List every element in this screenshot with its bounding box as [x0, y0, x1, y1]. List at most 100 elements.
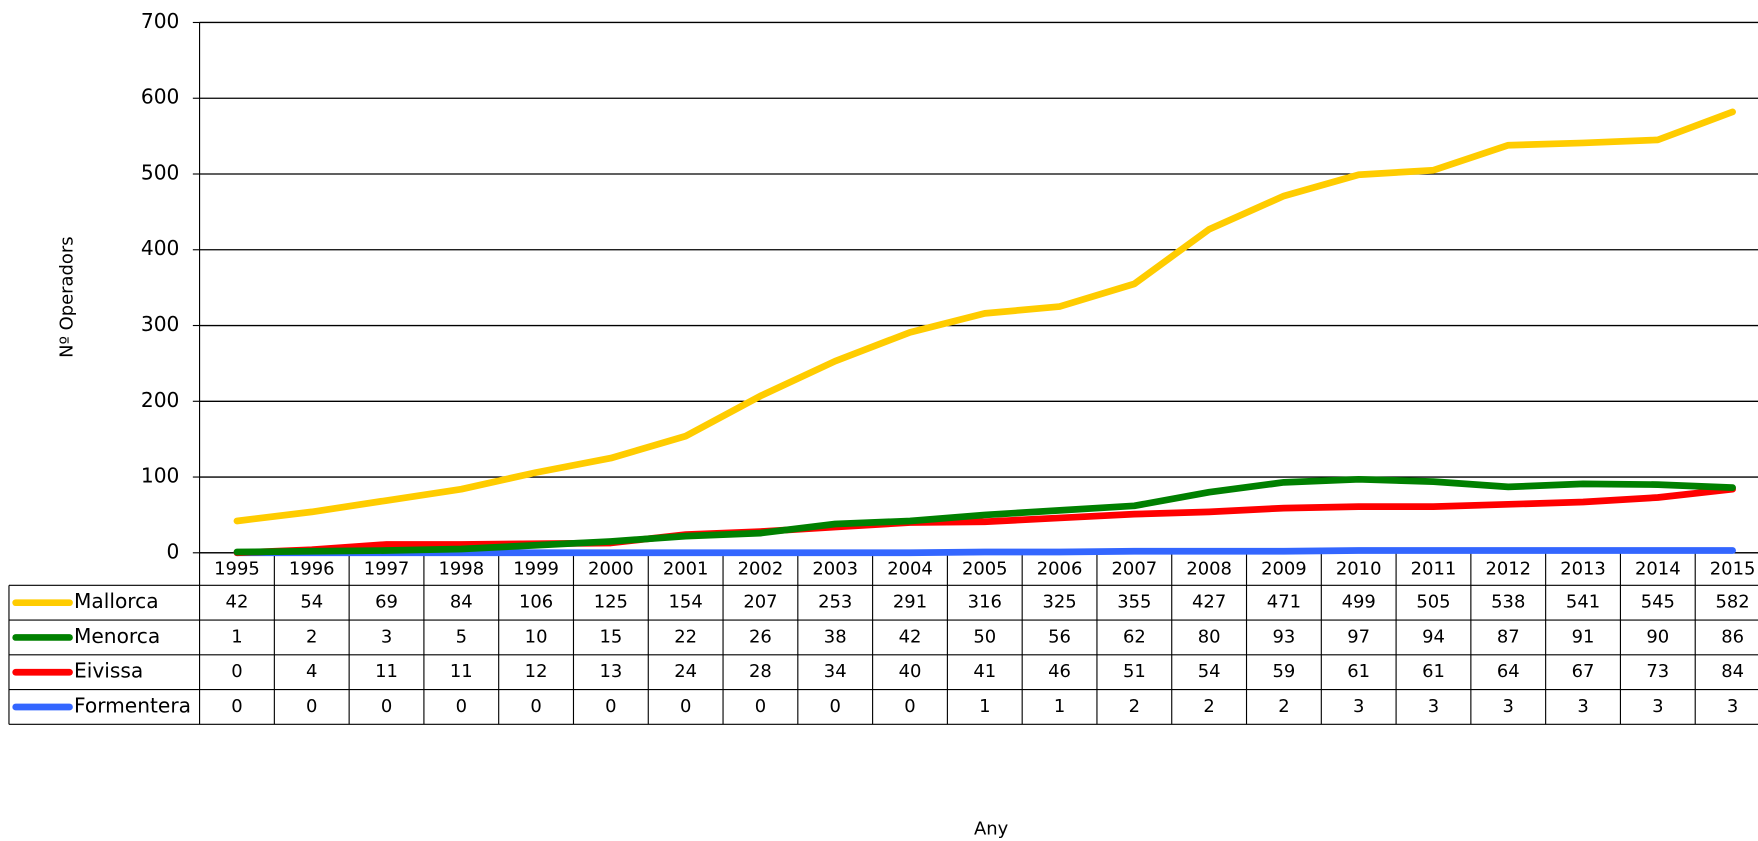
table-cell: 62 — [1123, 626, 1146, 647]
x-tick-label: 2004 — [887, 559, 933, 580]
table-cell: 50 — [973, 626, 996, 647]
table-cell: 4 — [306, 661, 317, 682]
table-cell: 46 — [1048, 661, 1071, 682]
table-cell: 3 — [381, 626, 392, 647]
table-cell: 2 — [1278, 696, 1289, 717]
y-axis-title: Nº Operadors — [56, 236, 77, 357]
x-tick-label: 1998 — [438, 559, 484, 580]
y-tick-label: 0 — [167, 539, 180, 563]
x-tick-label: 1997 — [364, 559, 410, 580]
table-cell: 61 — [1422, 661, 1445, 682]
table-cell: 24 — [674, 661, 697, 682]
table-cell: 471 — [1267, 592, 1301, 613]
table-cell: 0 — [755, 696, 766, 717]
table-cell: 499 — [1342, 592, 1376, 613]
table-cell: 22 — [674, 626, 697, 647]
table-cell: 64 — [1497, 661, 1520, 682]
table-cell: 86 — [1721, 626, 1744, 647]
series-line — [233, 547, 1736, 557]
table-cell: 84 — [450, 592, 473, 613]
table-cell: 34 — [824, 661, 847, 682]
table-cell: 1 — [979, 696, 990, 717]
table-cell: 54 — [1198, 661, 1221, 682]
table-cell: 97 — [1347, 626, 1370, 647]
x-tick-label: 1999 — [513, 559, 559, 580]
table-cell: 42 — [226, 592, 249, 613]
table-cell: 0 — [231, 661, 242, 682]
x-tick-label: 2007 — [1112, 559, 1158, 580]
table-cell: 51 — [1123, 661, 1146, 682]
table-cell: 316 — [968, 592, 1002, 613]
table-cell: 0 — [830, 696, 841, 717]
table-cell: 0 — [680, 696, 691, 717]
table-cell: 106 — [519, 592, 553, 613]
x-tick-label: 2009 — [1261, 559, 1307, 580]
table-cell: 91 — [1572, 626, 1595, 647]
table-cell: 355 — [1117, 592, 1151, 613]
table-cell: 73 — [1646, 661, 1669, 682]
y-tick-label: 500 — [141, 161, 180, 185]
table-cell: 40 — [899, 661, 922, 682]
x-axis-title: Any — [974, 819, 1009, 840]
table-cell: 0 — [605, 696, 616, 717]
table-cell: 538 — [1491, 592, 1525, 613]
x-tick-label: 2008 — [1186, 559, 1232, 580]
table-cell: 3 — [1577, 696, 1588, 717]
table-cell: 11 — [450, 661, 473, 682]
table-cell: 93 — [1273, 626, 1296, 647]
table-cell: 69 — [375, 592, 398, 613]
table-cell: 505 — [1416, 592, 1450, 613]
table-cell: 87 — [1497, 626, 1520, 647]
table-cell: 3 — [1503, 696, 1514, 717]
x-tick-label: 1995 — [214, 559, 260, 580]
table-cell: 207 — [743, 592, 777, 613]
table-cell: 154 — [669, 592, 703, 613]
table-cell: 582 — [1715, 592, 1749, 613]
table-cell: 2 — [1203, 696, 1214, 717]
table-cell: 59 — [1273, 661, 1296, 682]
table-cell: 26 — [749, 626, 772, 647]
table-cell: 325 — [1042, 592, 1076, 613]
series-line — [233, 485, 1736, 557]
table-cell: 5 — [456, 626, 467, 647]
legend-label: Eivissa — [74, 659, 143, 683]
y-tick-label: 400 — [141, 236, 180, 260]
table-cell: 38 — [824, 626, 847, 647]
legend-label: Mallorca — [74, 589, 159, 613]
y-tick-label: 300 — [141, 312, 180, 336]
table-cell: 28 — [749, 661, 772, 682]
table-cell: 12 — [525, 661, 548, 682]
x-tick-label: 1996 — [289, 559, 335, 580]
series-line — [233, 475, 1736, 556]
table-cell: 80 — [1198, 626, 1221, 647]
x-tick-label: 2012 — [1485, 559, 1531, 580]
table-cell: 0 — [530, 696, 541, 717]
table-cell: 427 — [1192, 592, 1226, 613]
table-cell: 15 — [599, 626, 622, 647]
table-cell: 3 — [1353, 696, 1364, 717]
table-cell: 0 — [904, 696, 915, 717]
x-tick-label: 2000 — [588, 559, 634, 580]
x-tick-label: 2006 — [1037, 559, 1083, 580]
y-tick-label: 700 — [141, 9, 180, 33]
y-tick-label: 600 — [141, 85, 180, 109]
x-tick-label: 2003 — [812, 559, 858, 580]
x-tick-label: 2013 — [1560, 559, 1606, 580]
x-tick-label: 2015 — [1710, 559, 1756, 580]
x-tick-label: 2010 — [1336, 559, 1382, 580]
table-cell: 94 — [1422, 626, 1445, 647]
series-line — [233, 108, 1736, 525]
table-cell: 42 — [899, 626, 922, 647]
table-cell: 3 — [1428, 696, 1439, 717]
table-cell: 1 — [1054, 696, 1065, 717]
table-cell: 545 — [1641, 592, 1675, 613]
table-cell: 10 — [525, 626, 548, 647]
table-cell: 541 — [1566, 592, 1600, 613]
x-tick-label: 2005 — [962, 559, 1008, 580]
table-cell: 253 — [818, 592, 852, 613]
table-cell: 0 — [231, 696, 242, 717]
table-cell: 90 — [1646, 626, 1669, 647]
table-cell: 3 — [1652, 696, 1663, 717]
table-cell: 61 — [1347, 661, 1370, 682]
